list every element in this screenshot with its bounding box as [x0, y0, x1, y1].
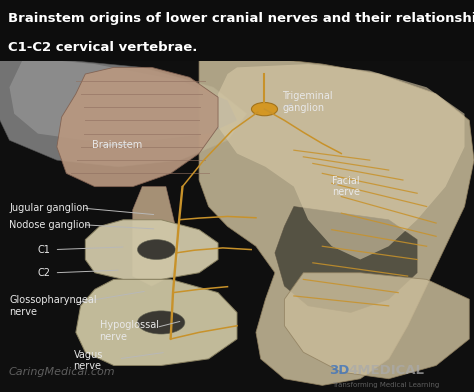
- Ellipse shape: [137, 311, 185, 334]
- Polygon shape: [199, 58, 474, 385]
- Polygon shape: [9, 58, 237, 140]
- Polygon shape: [284, 273, 469, 379]
- Text: C1-C2 cervical vertebrae.: C1-C2 cervical vertebrae.: [8, 41, 197, 54]
- Text: Brainstem: Brainstem: [92, 140, 143, 150]
- Text: Transforming Medical Learning: Transforming Medical Learning: [332, 382, 439, 388]
- Text: 4MEDICAL: 4MEDICAL: [348, 364, 424, 377]
- Text: 3D: 3D: [329, 364, 350, 377]
- Text: C2: C2: [38, 268, 51, 278]
- Text: Brainstem origins of lower cranial nerves and their relationship to: Brainstem origins of lower cranial nerve…: [8, 12, 474, 25]
- Text: Hypoglossal
nerve: Hypoglossal nerve: [100, 320, 158, 341]
- Text: Facial
nerve: Facial nerve: [332, 176, 360, 198]
- Text: Trigeminal
ganglion: Trigeminal ganglion: [282, 91, 333, 113]
- Text: C1: C1: [38, 245, 51, 254]
- Ellipse shape: [251, 102, 278, 116]
- Text: Jugular ganglion: Jugular ganglion: [9, 203, 89, 213]
- Text: CaringMedical.com: CaringMedical.com: [9, 367, 115, 377]
- Polygon shape: [218, 64, 465, 260]
- Text: Vagus
nerve: Vagus nerve: [73, 350, 103, 371]
- Text: Nodose ganglion: Nodose ganglion: [9, 220, 91, 230]
- Polygon shape: [133, 187, 180, 286]
- Polygon shape: [57, 67, 218, 187]
- Polygon shape: [76, 279, 237, 365]
- Polygon shape: [275, 207, 417, 312]
- Ellipse shape: [137, 240, 175, 260]
- Polygon shape: [0, 58, 246, 167]
- Polygon shape: [85, 220, 218, 279]
- Text: Glossopharyngeal
nerve: Glossopharyngeal nerve: [9, 295, 97, 317]
